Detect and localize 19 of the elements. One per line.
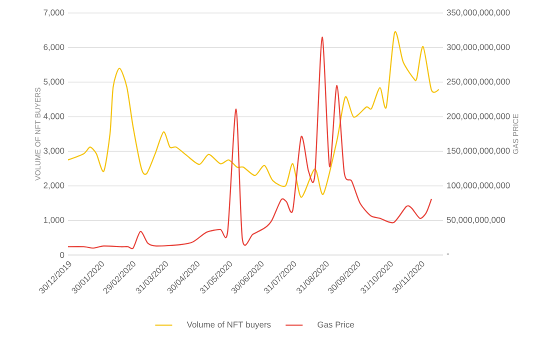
line-series <box>68 32 440 198</box>
y-tick-label: 3,000 <box>44 148 64 155</box>
y-tick-label: 4,000 <box>43 113 64 120</box>
y-tick-label: 1,000 <box>44 216 64 224</box>
y-tick-label: 5,000 <box>44 78 64 86</box>
y-tick-label: 0 <box>60 252 64 258</box>
y2-tick-label: 150,000,000,000 <box>447 148 510 155</box>
y-tick-label: 7,000 <box>44 10 64 16</box>
legend-label: Volume of NFT buyers <box>186 321 271 330</box>
y-tick-label: 2,000 <box>44 182 64 190</box>
y2-tick-label: 300,000,000,000 <box>446 44 510 52</box>
line-series <box>68 36 432 250</box>
legend-label: Gas Price <box>318 321 354 328</box>
y2-tick-label: 250,000,000,000 <box>446 78 510 86</box>
y2-tick-label: 100,000,000,000 <box>447 182 510 190</box>
y2-tick-label: 50,000,000,000 <box>446 216 506 224</box>
y-tick-label: 6,000 <box>44 44 64 52</box>
y2-tick-label: 200,000,000,000 <box>446 113 510 120</box>
y2-tick-label: 350,000,000,000 <box>446 10 510 16</box>
